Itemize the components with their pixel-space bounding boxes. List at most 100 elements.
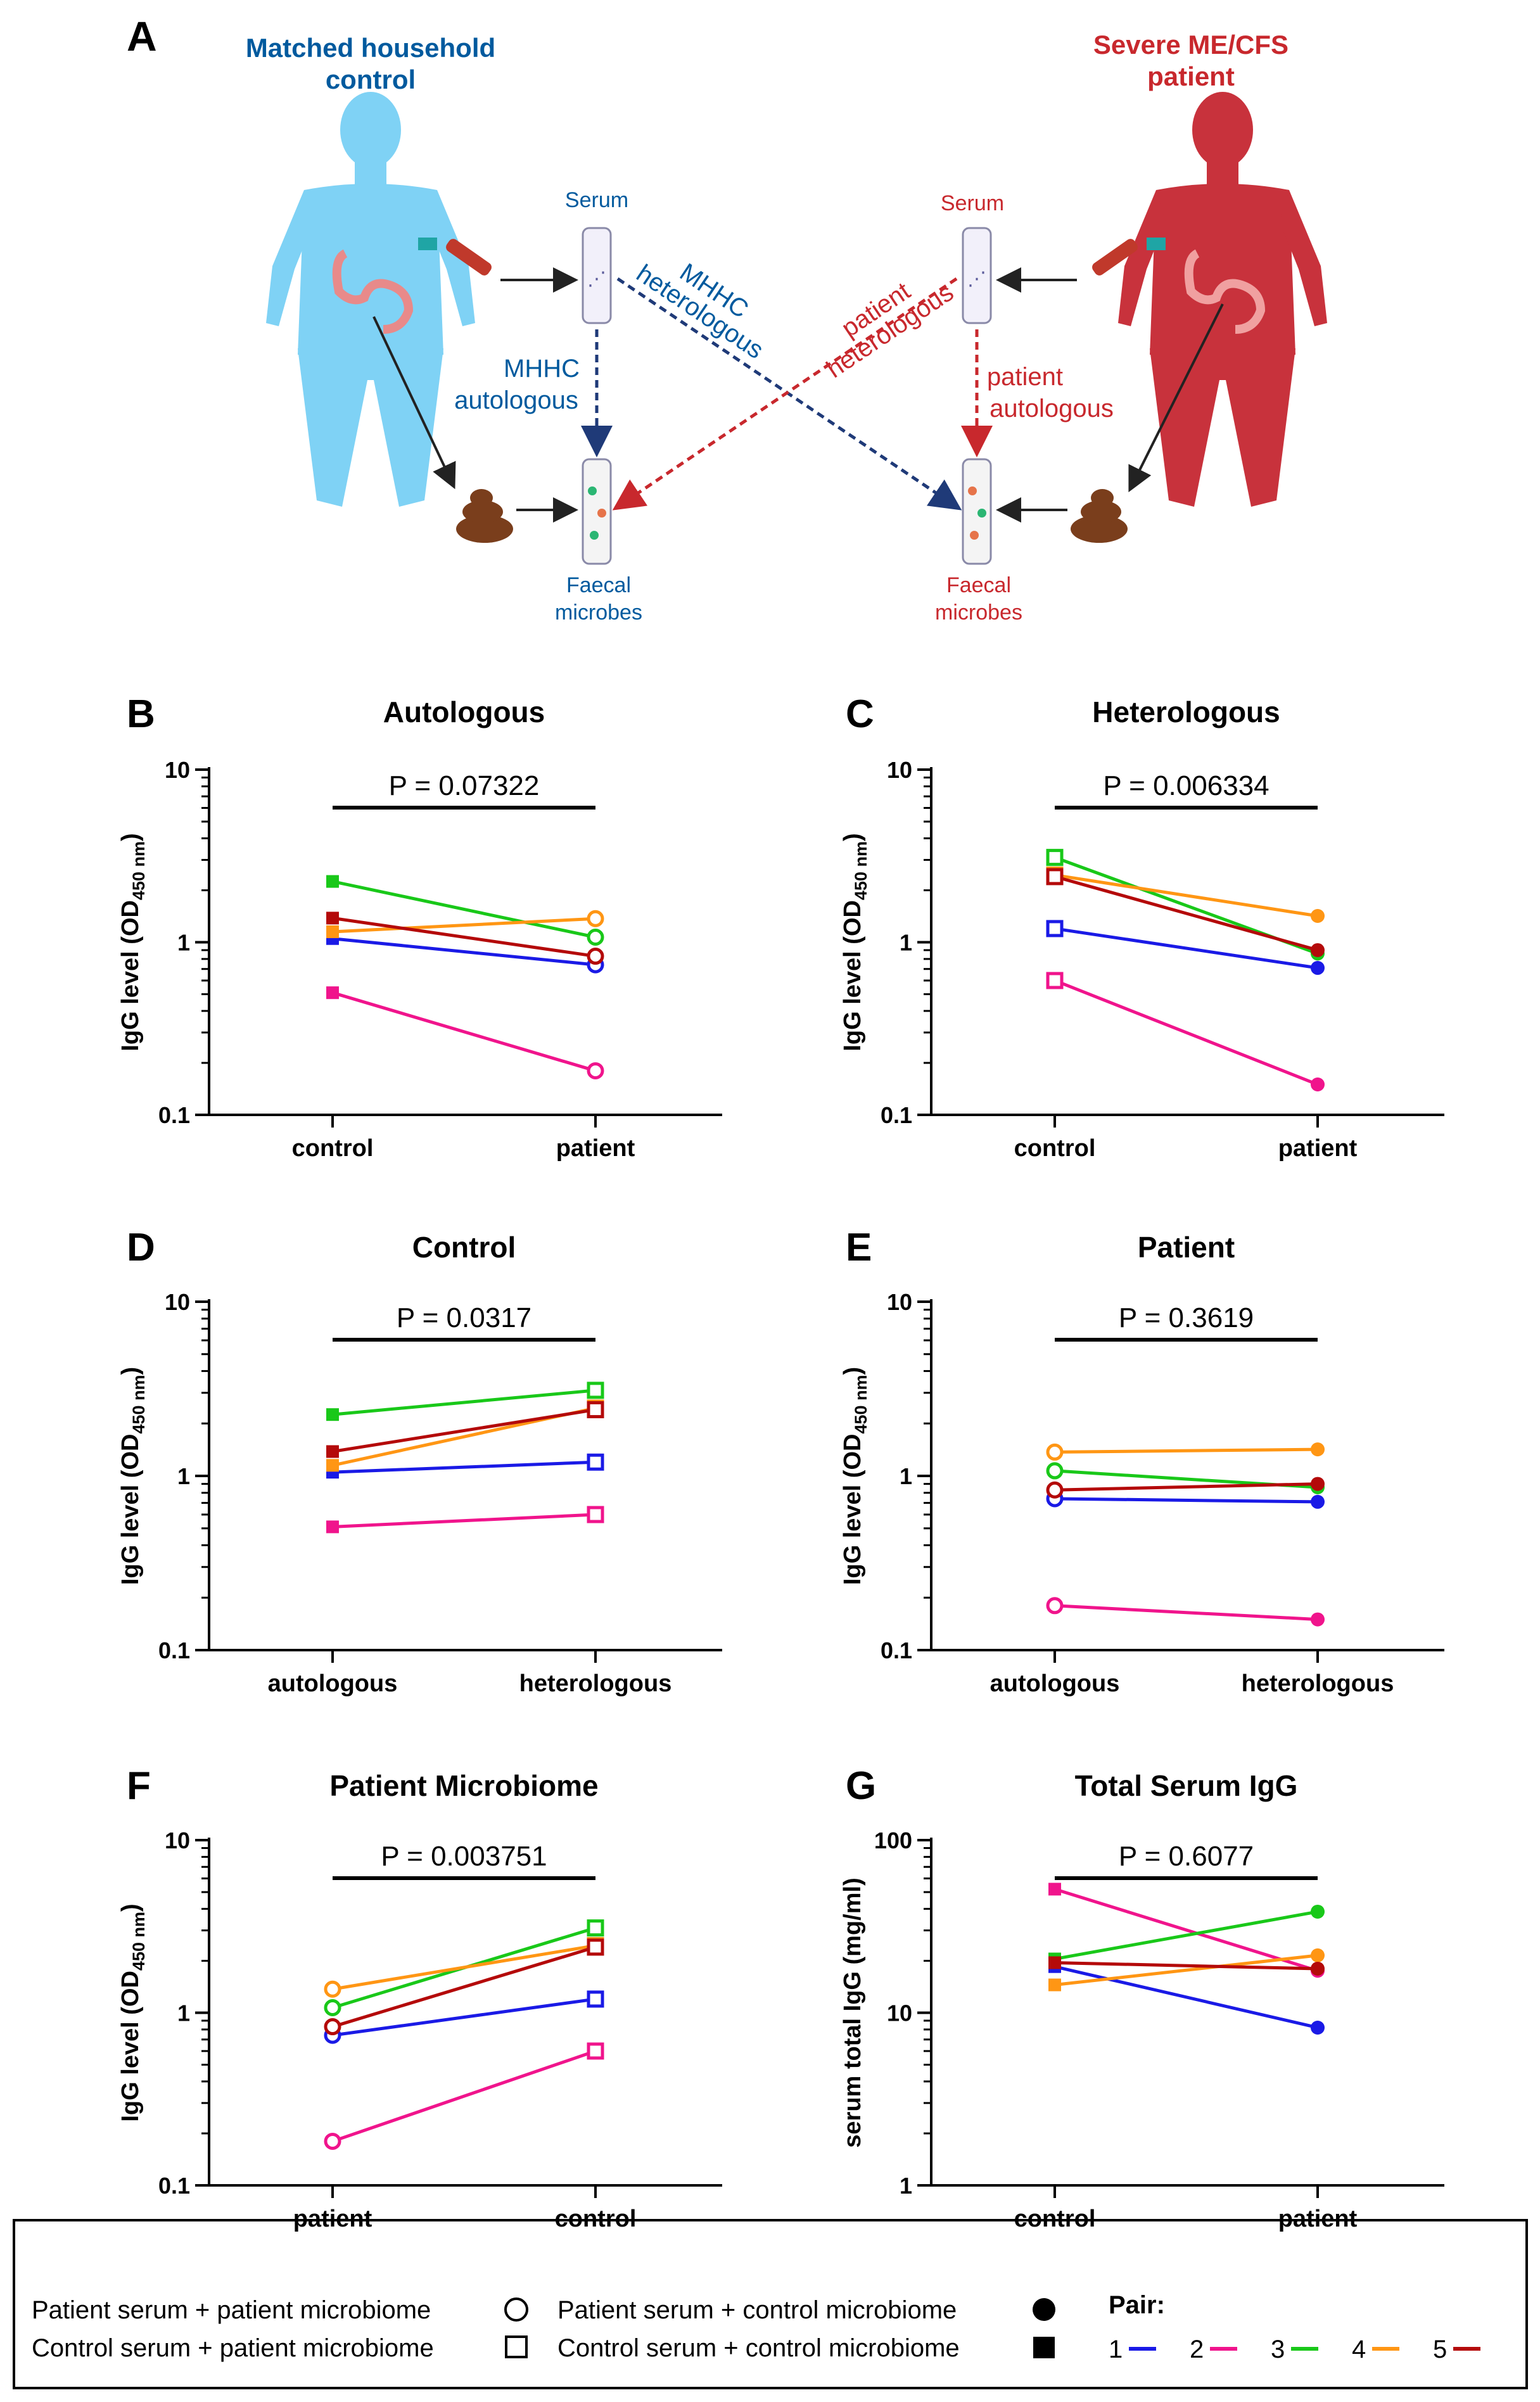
y-tick-label: 0.1 <box>158 1102 190 1128</box>
x-tick-label: control <box>1014 1135 1096 1162</box>
series-line <box>1054 1497 1318 1504</box>
data-point-circle <box>587 928 604 946</box>
series-pair-2 <box>1046 972 1325 1092</box>
y-axis-label: IgG level (OD450 nm) <box>839 1367 870 1585</box>
panel-e: E Patient 0.1 1 10 autologous heterologous IgG … <box>839 1226 1444 1697</box>
legend-cp-label: Control serum + patient microbiome <box>32 2334 434 2362</box>
mhhc-autologous-label-2: autologous <box>454 386 578 414</box>
chart-panels: B Autologous 0.1 1 10 control patient IgG level… <box>117 692 1444 2232</box>
y-axis-label-end: ) <box>117 1367 144 1375</box>
data-point-square <box>326 1408 339 1421</box>
series-pair-4 <box>1046 1442 1325 1461</box>
y-tick-label: 10 <box>165 1827 190 1853</box>
series-line <box>1054 1954 1318 1987</box>
series-line <box>1054 1965 1318 2030</box>
faecal-label-right-2: microbes <box>935 600 1022 625</box>
series-line <box>332 1943 596 1991</box>
y-axis-label-main: serum total IgG (mg/ml) <box>839 1878 866 2147</box>
x-tick-label: control <box>292 1135 374 1162</box>
arrow-gut-to-stool-right <box>1128 303 1224 493</box>
y-tick-label: 1 <box>177 930 190 956</box>
serum-tube-right-icon: ⋰ <box>962 227 992 324</box>
series-line <box>332 1388 596 1416</box>
data-point-square <box>326 1445 339 1458</box>
series-pair-4 <box>1048 1948 1325 1992</box>
data-point-square <box>587 1382 604 1399</box>
y-tick-label: 1 <box>900 2173 912 2199</box>
panel-letter: D <box>127 1226 155 1269</box>
series-line <box>1054 873 1318 918</box>
series-line <box>332 880 596 939</box>
y-tick-label: 10 <box>887 1289 912 1315</box>
data-point-circle <box>1311 1961 1325 1976</box>
series-line <box>332 2049 596 2143</box>
data-point-circle <box>1311 961 1325 975</box>
y-tick-label: 0.1 <box>881 1102 912 1128</box>
data-point-circle <box>324 2018 341 2036</box>
serum-label-left: Serum <box>565 188 628 212</box>
y-axis-label-sub: 450 nm <box>129 841 148 900</box>
data-point-square <box>1048 1883 1061 1896</box>
series-line <box>1054 1960 1318 1971</box>
panel-b: B Autologous 0.1 1 10 control patient IgG level… <box>117 692 722 1162</box>
data-point-circle <box>1311 1612 1325 1627</box>
data-point-square <box>587 2042 604 2060</box>
control-title-line1: Matched household <box>246 33 495 63</box>
series-line <box>1054 875 1318 952</box>
y-axis-label-main: IgG level (OD <box>117 1971 144 2122</box>
y-tick-label: 100 <box>874 1827 912 1853</box>
data-point-circle <box>1046 1597 1064 1615</box>
data-point-square <box>587 1990 604 2008</box>
y-axis-label-main: IgG level (OD <box>117 1434 144 1585</box>
y-axis-label-end: ) <box>839 1367 866 1375</box>
series-line <box>1054 1910 1318 1961</box>
data-point-circle <box>1311 1477 1325 1491</box>
stool-left-icon <box>456 489 513 543</box>
faecal-label-right-1: Faecal <box>946 573 1011 597</box>
x-tick-label: autologous <box>990 1670 1120 1697</box>
legend-filled-circle-icon <box>1033 2298 1055 2321</box>
data-point-square <box>1048 1956 1061 1969</box>
data-point-circle <box>587 948 604 965</box>
y-axis-label: IgG level (OD450 nm) <box>839 833 870 1051</box>
arrow-gut-to-stool-left <box>372 316 456 490</box>
x-tick-label: patient <box>1278 1135 1358 1162</box>
panel-a: A Matched household control Severe ME/CF… <box>127 13 1327 625</box>
series-pair-5 <box>1048 1956 1325 1976</box>
data-point-circle <box>324 1980 341 1998</box>
x-tick-label: autologous <box>268 1670 398 1697</box>
legend-pair-number: 1 <box>1109 2335 1123 2363</box>
legend-pairs: 1 2 3 4 5 <box>1109 2335 1480 2363</box>
patient-person-icon <box>1118 92 1327 507</box>
panel-c: C Heterologous 0.1 1 10 control patient IgG lev… <box>839 692 1444 1162</box>
p-value-label: P = 0.0317 <box>397 1302 531 1333</box>
chart-title: Control <box>412 1231 516 1264</box>
data-point-circle <box>1046 1481 1064 1499</box>
data-point-circle <box>1311 943 1325 957</box>
series-line <box>332 1408 596 1454</box>
series-pair-5 <box>1046 1477 1325 1499</box>
data-point-circle <box>1311 1442 1325 1457</box>
data-point-square <box>587 1938 604 1956</box>
series-pair-4 <box>326 910 604 938</box>
legend: Patient serum + patient microbiome Contr… <box>13 2219 1528 2389</box>
y-tick-label: 10 <box>165 1289 190 1315</box>
legend-pair-number: 2 <box>1190 2335 1204 2363</box>
svg-text:⋰: ⋰ <box>587 269 606 289</box>
legend-open-square-icon <box>505 2335 528 2358</box>
series-pair-2 <box>1046 1597 1325 1627</box>
patient-gut-icon <box>1184 249 1266 334</box>
data-point-circle <box>1311 1948 1325 1962</box>
y-tick-label: 10 <box>887 757 912 783</box>
p-value-label: P = 0.003751 <box>381 1841 547 1872</box>
series-line <box>332 937 596 967</box>
data-point-square <box>326 925 339 938</box>
patient-title-line2: patient <box>1147 61 1235 91</box>
y-axis-label-main: IgG level (OD <box>839 1434 866 1585</box>
series-pair-2 <box>326 1506 604 1534</box>
series-line <box>1054 1447 1318 1454</box>
data-point-circle <box>1311 1904 1325 1919</box>
